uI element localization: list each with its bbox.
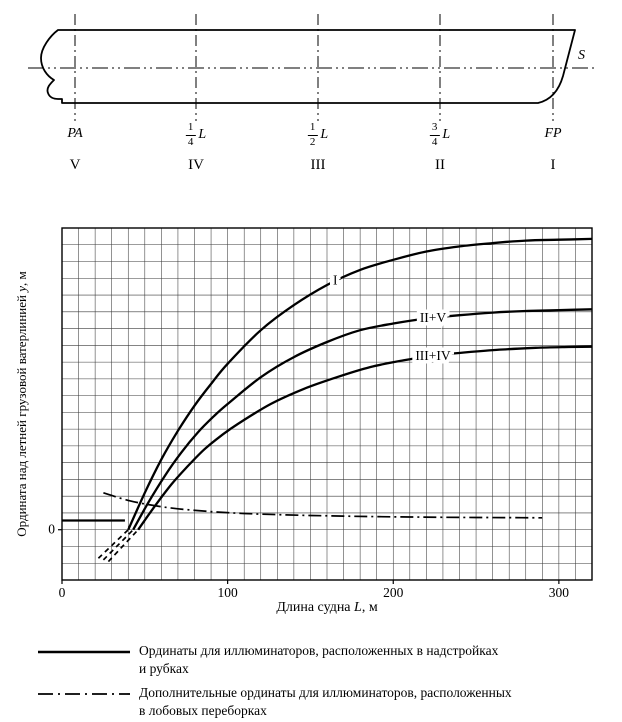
station-numeral-ii: II (435, 157, 445, 173)
curve-I (127, 237, 593, 531)
chart-svg: I II+V III+IV 0 100 200 300 0 (48, 227, 593, 600)
ordinate-chart: I II+V III+IV 0 100 200 300 0 (0, 212, 622, 616)
fraction-numerator: 1 (185, 121, 196, 136)
station-label-quarter-l: 1 4 L (185, 121, 207, 148)
fraction-denominator: 2 (309, 135, 316, 148)
fraction: 3 4 (429, 121, 440, 148)
station-label-text: PA (67, 126, 83, 141)
station-label-text: FP (544, 126, 562, 141)
curve-tail-II+V (102, 529, 134, 561)
station-label-half-l: 1 2 L (307, 121, 329, 148)
legend-row-superstructures: Ординаты для иллюминаторов, расположенны… (38, 642, 609, 677)
x-axis-title-suffix: , м (361, 600, 378, 615)
ship-profile-svg (28, 14, 596, 121)
length-variable: L (320, 127, 329, 143)
plot-border (61, 227, 593, 581)
legend-row-front-bulkheads: Дополнительные ординаты для иллюминаторо… (38, 684, 609, 719)
station-label-threequarter-l: 3 4 L (429, 121, 451, 148)
fraction: 1 2 (307, 121, 318, 148)
x-tick-label: 0 (59, 585, 66, 600)
curve-III+IV (137, 345, 593, 531)
legend-text-superstructures: Ординаты для иллюминаторов, расположенны… (139, 643, 499, 676)
fraction-numerator: 3 (429, 121, 440, 136)
length-variable: L (442, 127, 451, 143)
y-axis-variable: y (14, 285, 29, 292)
waterline-s-label: S (578, 48, 585, 63)
station-numeral-iv: IV (188, 157, 204, 173)
curve-label-I: I (333, 272, 338, 287)
x-tick-label: 100 (218, 585, 239, 600)
dashdot-line-sample (38, 693, 130, 695)
fraction: 1 4 (185, 121, 196, 148)
fraction-denominator: 4 (187, 135, 194, 148)
station-numeral-v: V (69, 157, 81, 173)
x-axis-title-prefix: Длина судна (276, 600, 355, 615)
y-axis-title-suffix: , м (14, 271, 29, 286)
legend-text-front-bulkheads: Дополнительные ординаты для иллюминаторо… (139, 685, 512, 718)
fraction-numerator: 1 (307, 121, 318, 136)
x-axis-title: Длина судна L, м (62, 600, 592, 616)
curve-label-III+IV: III+IV (415, 348, 451, 363)
length-variable: L (198, 127, 207, 143)
curve-label-II+V: II+V (420, 310, 447, 325)
x-tick-label: 200 (383, 585, 404, 600)
station-numeral-i: I (550, 157, 556, 173)
y-axis-title-prefix: Ордината над летней грузовой ватерлинией (14, 291, 29, 537)
curve-II+V (132, 308, 593, 531)
curve-tail-III+IV (107, 529, 139, 563)
ship-hull-outline (40, 29, 576, 104)
solid-line-sample (38, 650, 130, 654)
curve-tail-I (97, 529, 129, 559)
station-label-pa: PA (67, 126, 82, 142)
y-tick-label: 0 (48, 522, 55, 537)
curve-additional (103, 491, 543, 519)
y-axis-title: Ордината над летней грузовой ватерлинией… (14, 228, 30, 580)
fraction-denominator: 4 (431, 135, 438, 148)
x-axis-variable: L (354, 600, 362, 615)
ship-diagram: S PA 1 4 L 1 2 L 3 4 L FP (0, 0, 622, 200)
x-tick-label: 300 (549, 585, 570, 600)
station-label-fp: FP (544, 126, 561, 142)
station-numeral-iii: III (310, 157, 326, 173)
